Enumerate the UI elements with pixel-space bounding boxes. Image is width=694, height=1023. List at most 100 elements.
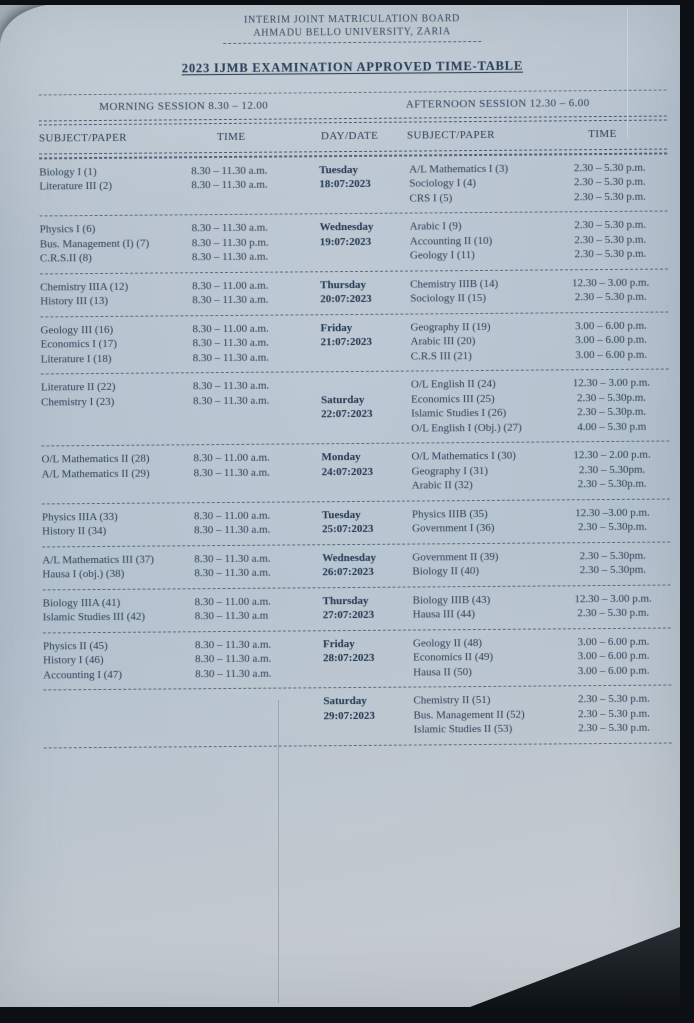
morning-times-cell: 8.30 – 11.00 a.m. 8.30 – 11.30 a.m. 8.30 –… xyxy=(192,321,320,366)
morning-times-cell xyxy=(195,694,323,739)
timetable-group-row: Saturday 29:07:2023 Chemistry II (51) Bus. … xyxy=(43,684,672,748)
morning-subject: Accounting I (47) xyxy=(43,668,123,681)
day-label: Tuesday xyxy=(319,163,359,176)
afternoon-times-cell: 2.30 – 5.30 p.m. 2.30 – 5.30 p.m. 2.30 – 5… xyxy=(552,160,667,204)
morning-subject: A/L Mathematics III (37) xyxy=(42,553,155,566)
morning-time: 8.30 – 11.30 a.m. xyxy=(195,667,272,680)
afternoon-subject: A/L Mathematics I (3) xyxy=(409,162,509,176)
day-date-cell: Tuesday 25:07:2023 xyxy=(322,507,410,537)
afternoon-time: 12.30 –3.00 p.m. xyxy=(575,506,650,519)
afternoon-times-cell: 3.00 – 6.00 p.m. 3.00 – 6.00 p.m. 3.00 – 6… xyxy=(553,318,668,362)
afternoon-time: 2.30 – 5.30 p.m. xyxy=(574,218,647,232)
afternoon-time: 2.30 – 5.30p.m. xyxy=(577,477,647,491)
afternoon-subject: Arabic III (20) xyxy=(410,335,476,348)
morning-subject: Physics IIIA (33) xyxy=(41,510,118,523)
timetable-group-row: O/L Mathematics II (28) A/L Mathematics I… xyxy=(41,440,670,503)
afternoon-time: 12.30 – 3.00 p.m. xyxy=(571,276,650,289)
morning-time: 8.30 – 11.30 a.m. xyxy=(191,221,269,235)
afternoon-time: 2.30 – 5.30 p.m. xyxy=(573,190,646,203)
afternoon-time: 2.30 – 5.30pm. xyxy=(578,463,646,476)
afternoon-subject: Chemistry IIIB (14) xyxy=(410,277,499,291)
afternoon-subject: O/L English I (Obj.) (27) xyxy=(411,421,522,435)
afternoon-subject: Hausa III (44) xyxy=(412,608,476,621)
afternoon-subject: Economics II (49) xyxy=(413,650,494,664)
afternoon-subjects-cell: Chemistry II (51) Bus. Management II (52)… xyxy=(411,692,556,737)
morning-session-label: MORNING SESSION 8.30 – 12.00 xyxy=(99,99,269,113)
timetable-group-row: Biology IIIA (41) Islamic Studies III (42… xyxy=(42,584,671,632)
afternoon-time: 12.30 – 2.00 p.m. xyxy=(573,448,651,462)
afternoon-time: 12.30 – 3.00 p.m. xyxy=(572,376,651,390)
morning-subjects-cell: Chemistry IIIA (12) History III (13) xyxy=(40,279,192,309)
day-label: Wednesday xyxy=(319,220,374,234)
date-label: 27:07:2023 xyxy=(322,608,375,622)
afternoon-subject: Government I (36) xyxy=(411,521,495,535)
afternoon-subject: Geology II (48) xyxy=(412,636,483,650)
morning-subjects-cell: Geology III (16) Economics I (17) Literatu… xyxy=(40,322,192,367)
afternoon-time: 3.00 – 6.00 p.m. xyxy=(577,649,650,663)
afternoon-times-cell: 2.30 – 5.30 p.m. 2.30 – 5.30 p.m. 2.30 – 5… xyxy=(553,218,668,262)
morning-subject: A/L Mathematics II (29) xyxy=(41,467,150,480)
date-label: 24:07:2023 xyxy=(321,465,373,478)
day-label: Tuesday xyxy=(321,508,361,521)
afternoon-subject: Hausa II (50) xyxy=(413,665,472,679)
afternoon-time: 2.30 – 5.30 p.m. xyxy=(574,247,647,261)
afternoon-times-cell: 12.30 – 3.00 p.m. 2.30 – 5.30p.m. 2.30 – 5… xyxy=(554,376,669,435)
afternoon-time: 12.30 – 3.00 p.m. xyxy=(574,592,652,605)
day-date-cell: Wednesday 19:07:2023 xyxy=(320,220,408,264)
day-label: Saturday xyxy=(320,393,365,406)
morning-times-cell: 8.30 – 11.30 a.m. 8.30 – 11.30 a.m. xyxy=(191,163,319,208)
morning-subject: Literature II (22) xyxy=(40,380,116,394)
day-date-cell: Tuesday 18:07:2023 xyxy=(319,162,407,206)
morning-time: 8.30 – 11.30 a.m. xyxy=(192,379,270,393)
afternoon-subject: Biology IIIB (43) xyxy=(412,593,491,607)
afternoon-time: 2.30 – 5.30pm. xyxy=(579,563,647,577)
afternoon-subjects-cell: O/L Mathematics I (30) Geography I (31) Ar… xyxy=(409,448,554,493)
morning-subject: O/L Mathematics II (28) xyxy=(41,452,150,466)
afternoon-time: 2.30 – 5.30 p.m. xyxy=(573,161,646,174)
morning-subject: Biology I (1) xyxy=(39,165,97,178)
timetable-group-row: Chemistry IIIA (12) History III (13) 8.30 … xyxy=(40,268,669,316)
afternoon-subject: Physics IIIB (35) xyxy=(411,507,488,521)
afternoon-subject: Geography II (19) xyxy=(410,320,491,334)
afternoon-subject: C.R.S III (21) xyxy=(410,349,472,363)
morning-time: 8.30 – 11.30 a.m. xyxy=(191,164,268,177)
timetable-group-row: Literature II (22) Chemistry I (23) 8.30 –… xyxy=(40,368,670,446)
day-date-cell: Wednesday 26:07:2023 xyxy=(322,550,410,580)
afternoon-time: 4.00 – 5.30 p.m xyxy=(577,420,647,433)
day-date-cell: Monday 24:07:2023 xyxy=(321,450,409,494)
morning-subjects-cell: O/L Mathematics II (28) A/L Mathematics I… xyxy=(41,451,193,496)
afternoon-time: 3.00 – 6.00 p.m. xyxy=(575,319,647,332)
timetable-group-row: Physics IIIA (33) History II (34) 8.30 – 1… xyxy=(41,498,671,546)
morning-time: 8.30 – 11.30 a.m. xyxy=(192,394,270,407)
afternoon-subject: Accounting II (10) xyxy=(409,234,493,248)
afternoon-subject: Sociology I (4) xyxy=(409,177,476,190)
day-date-cell: Thursday 20:07:2023 xyxy=(320,277,408,307)
morning-time: 8.30 – 11.30 p.m. xyxy=(191,236,269,249)
photo-dark-edge-right xyxy=(680,0,694,1023)
timetable-document: INTERIM JOINT MATRICULATION BOARD AHMADU… xyxy=(38,12,672,748)
col-header-afternoon-subject: SUBJECT/PAPER xyxy=(406,128,495,142)
day-date-cell: Friday 21:07:2023 xyxy=(320,320,408,364)
date-label: 29:07:2023 xyxy=(323,709,375,722)
morning-time: 8.30 – 11.30 a.m. xyxy=(191,250,269,264)
afternoon-times-cell: 12.30 – 3.00 p.m. 2.30 – 5.30 p.m. xyxy=(556,591,671,621)
afternoon-subject: Islamic Studies II (53) xyxy=(413,722,513,736)
afternoon-time: 2.30 – 5.30p.m. xyxy=(577,520,648,534)
afternoon-subject: Bus. Management II (52) xyxy=(413,708,525,722)
morning-subjects-cell: Physics I (6) Bus. Management (I) (7) C.R.… xyxy=(40,221,192,266)
photo-dark-edge-bottom xyxy=(0,1007,694,1023)
afternoon-subject: O/L English II (24) xyxy=(410,377,496,391)
morning-time: 8.30 – 11.30 a.m. xyxy=(191,178,268,192)
morning-subject: Literature I (18) xyxy=(40,352,112,365)
morning-subject: C.R.S.II (8) xyxy=(39,252,92,265)
timetable-group-row: Physics I (6) Bus. Management (I) (7) C.R.… xyxy=(39,210,669,273)
afternoon-subjects-cell: Arabic I (9) Accounting II (10) Geology I … xyxy=(408,218,553,263)
afternoon-subjects-cell: Chemistry IIIB (14) Sociology II (15) xyxy=(408,276,553,306)
day-label: Friday xyxy=(320,321,353,334)
morning-time: 8.30 – 11.30 a.m. xyxy=(192,293,269,307)
afternoon-subject: Geology I (11) xyxy=(409,249,475,262)
page-title: 2023 IJMB EXAMINATION APPROVED TIME-TABL… xyxy=(181,58,524,76)
morning-time: 8.30 – 11.30 a.m. xyxy=(194,566,271,580)
col-header-morning-time: TIME xyxy=(216,130,246,144)
afternoon-subject: Sociology II (15) xyxy=(410,291,487,305)
